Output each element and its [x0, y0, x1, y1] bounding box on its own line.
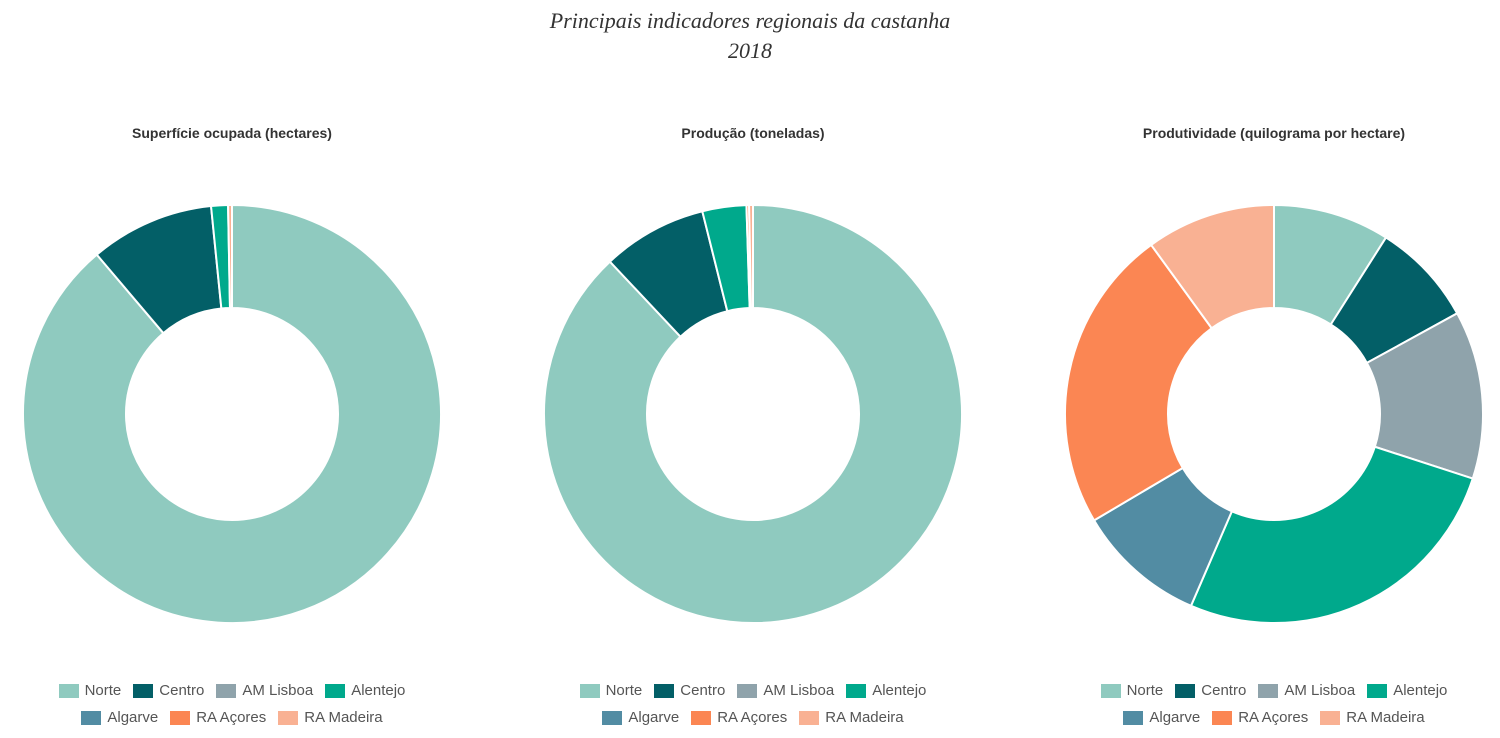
chart-legend: Norte Centro AM Lisboa Alentejo Algarve RA Aç… — [1024, 677, 1500, 731]
legend-row: Algarve RA Açores RA Madeira — [0, 704, 482, 731]
legend-swatch — [602, 710, 623, 725]
legend-swatch — [1320, 710, 1341, 725]
legend-row: Algarve RA Açores RA Madeira — [1024, 704, 1500, 731]
legend-label: Algarve — [107, 709, 159, 726]
legend-item-am-lisboa[interactable]: AM Lisboa — [1258, 682, 1355, 699]
legend-swatch — [1123, 710, 1144, 725]
legend-item-algarve[interactable]: Algarve — [1123, 709, 1200, 726]
legend-swatch — [1258, 683, 1279, 698]
legend-label: Algarve — [1149, 709, 1201, 726]
donut-chart-svg — [1064, 203, 1484, 624]
chart-producao: Produção (toneladas) Norte Centro AM Lisbo… — [503, 115, 1003, 735]
legend-swatch — [579, 683, 600, 698]
legend-swatch — [58, 683, 79, 698]
legend-item-centro[interactable]: Centro — [654, 682, 725, 699]
legend-label: AM Lisboa — [242, 682, 314, 699]
legend-label: Centro — [1201, 682, 1247, 699]
legend-item-centro[interactable]: Centro — [1175, 682, 1246, 699]
legend-item-alentejo[interactable]: Alentejo — [846, 682, 926, 699]
legend-item-alentejo[interactable]: Alentejo — [1367, 682, 1447, 699]
chart-title: Produção (toneladas) — [681, 125, 825, 141]
legend-swatch — [691, 710, 712, 725]
legend-swatch — [846, 683, 867, 698]
slice-alentejo[interactable] — [1189, 445, 1475, 624]
legend-label: Norte — [84, 682, 122, 699]
legend-swatch — [654, 683, 675, 698]
slice-ra-madeira[interactable] — [227, 203, 233, 310]
legend-label: RA Açores — [1238, 709, 1309, 726]
legend-item-ra-madeira[interactable]: RA Madeira — [1320, 709, 1425, 726]
legend-item-algarve[interactable]: Algarve — [602, 709, 679, 726]
legend-label: RA Açores — [196, 709, 267, 726]
donut-chart-svg — [22, 203, 442, 624]
legend-swatch — [799, 710, 820, 725]
legend-item-ra-madeira[interactable]: RA Madeira — [799, 709, 904, 726]
legend-label: Algarve — [628, 709, 680, 726]
legend-label: Alentejo — [872, 682, 927, 699]
legend-swatch — [170, 710, 191, 725]
legend-row: Norte Centro AM Lisboa Alentejo — [503, 677, 1003, 704]
legend-item-ra-acores[interactable]: RA Açores — [1212, 709, 1308, 726]
legend-label: Norte — [605, 682, 643, 699]
legend-label: RA Madeira — [825, 709, 904, 726]
legend-item-centro[interactable]: Centro — [133, 682, 204, 699]
chart-legend: Norte Centro AM Lisboa Alentejo Algarve RA Aç… — [0, 677, 482, 731]
main-title-line1: Principais indicadores regionais da cast… — [549, 8, 951, 33]
legend-label: AM Lisboa — [763, 682, 835, 699]
legend-item-ra-acores[interactable]: RA Açores — [170, 709, 266, 726]
legend-item-norte[interactable]: Norte — [58, 682, 122, 699]
legend-label: Alentejo — [351, 682, 406, 699]
slice-norte[interactable] — [543, 203, 963, 624]
main-title-line2: 2018 — [728, 38, 772, 63]
legend-row: Algarve RA Açores RA Madeira — [503, 704, 1003, 731]
legend-label: Alentejo — [1393, 682, 1448, 699]
donut-chart-svg — [543, 203, 963, 624]
chart-legend: Norte Centro AM Lisboa Alentejo Algarve RA Aç… — [503, 677, 1003, 731]
main-title: Principais indicadores regionais da cast… — [0, 6, 1500, 66]
legend-swatch — [1367, 683, 1388, 698]
chart-superficie: Superfície ocupada (hectares) Norte Centr… — [0, 115, 482, 735]
legend-item-am-lisboa[interactable]: AM Lisboa — [737, 682, 834, 699]
legend-swatch — [1175, 683, 1196, 698]
chart-produtividade: Produtividade (quilograma por hectare) N… — [1024, 115, 1500, 735]
legend-label: RA Madeira — [1346, 709, 1425, 726]
slice-ra-acores[interactable] — [1064, 243, 1214, 522]
legend-swatch — [133, 683, 154, 698]
legend-swatch — [325, 683, 346, 698]
legend-label: Centro — [680, 682, 726, 699]
legend-swatch — [216, 683, 237, 698]
legend-label: AM Lisboa — [1284, 682, 1356, 699]
legend-swatch — [1212, 710, 1233, 725]
slice-norte[interactable] — [22, 203, 442, 624]
chart-title: Produtividade (quilograma por hectare) — [1142, 125, 1406, 141]
legend-item-ra-madeira[interactable]: RA Madeira — [278, 709, 383, 726]
chart-title: Superfície ocupada (hectares) — [132, 125, 332, 141]
slice-ra-madeira[interactable] — [1149, 203, 1275, 330]
legend-swatch — [1100, 683, 1121, 698]
legend-row: Norte Centro AM Lisboa Alentejo — [1024, 677, 1500, 704]
legend-swatch — [81, 710, 102, 725]
legend-item-norte[interactable]: Norte — [579, 682, 643, 699]
legend-item-norte[interactable]: Norte — [1100, 682, 1164, 699]
legend-item-alentejo[interactable]: Alentejo — [325, 682, 405, 699]
slice-ra-madeira[interactable] — [748, 203, 754, 310]
legend-item-algarve[interactable]: Algarve — [81, 709, 158, 726]
legend-item-am-lisboa[interactable]: AM Lisboa — [216, 682, 313, 699]
legend-item-ra-acores[interactable]: RA Açores — [691, 709, 787, 726]
legend-label: Centro — [159, 682, 205, 699]
legend-label: RA Açores — [717, 709, 788, 726]
legend-label: Norte — [1126, 682, 1164, 699]
legend-label: RA Madeira — [304, 709, 383, 726]
legend-row: Norte Centro AM Lisboa Alentejo — [0, 677, 482, 704]
legend-swatch — [278, 710, 299, 725]
legend-swatch — [737, 683, 758, 698]
